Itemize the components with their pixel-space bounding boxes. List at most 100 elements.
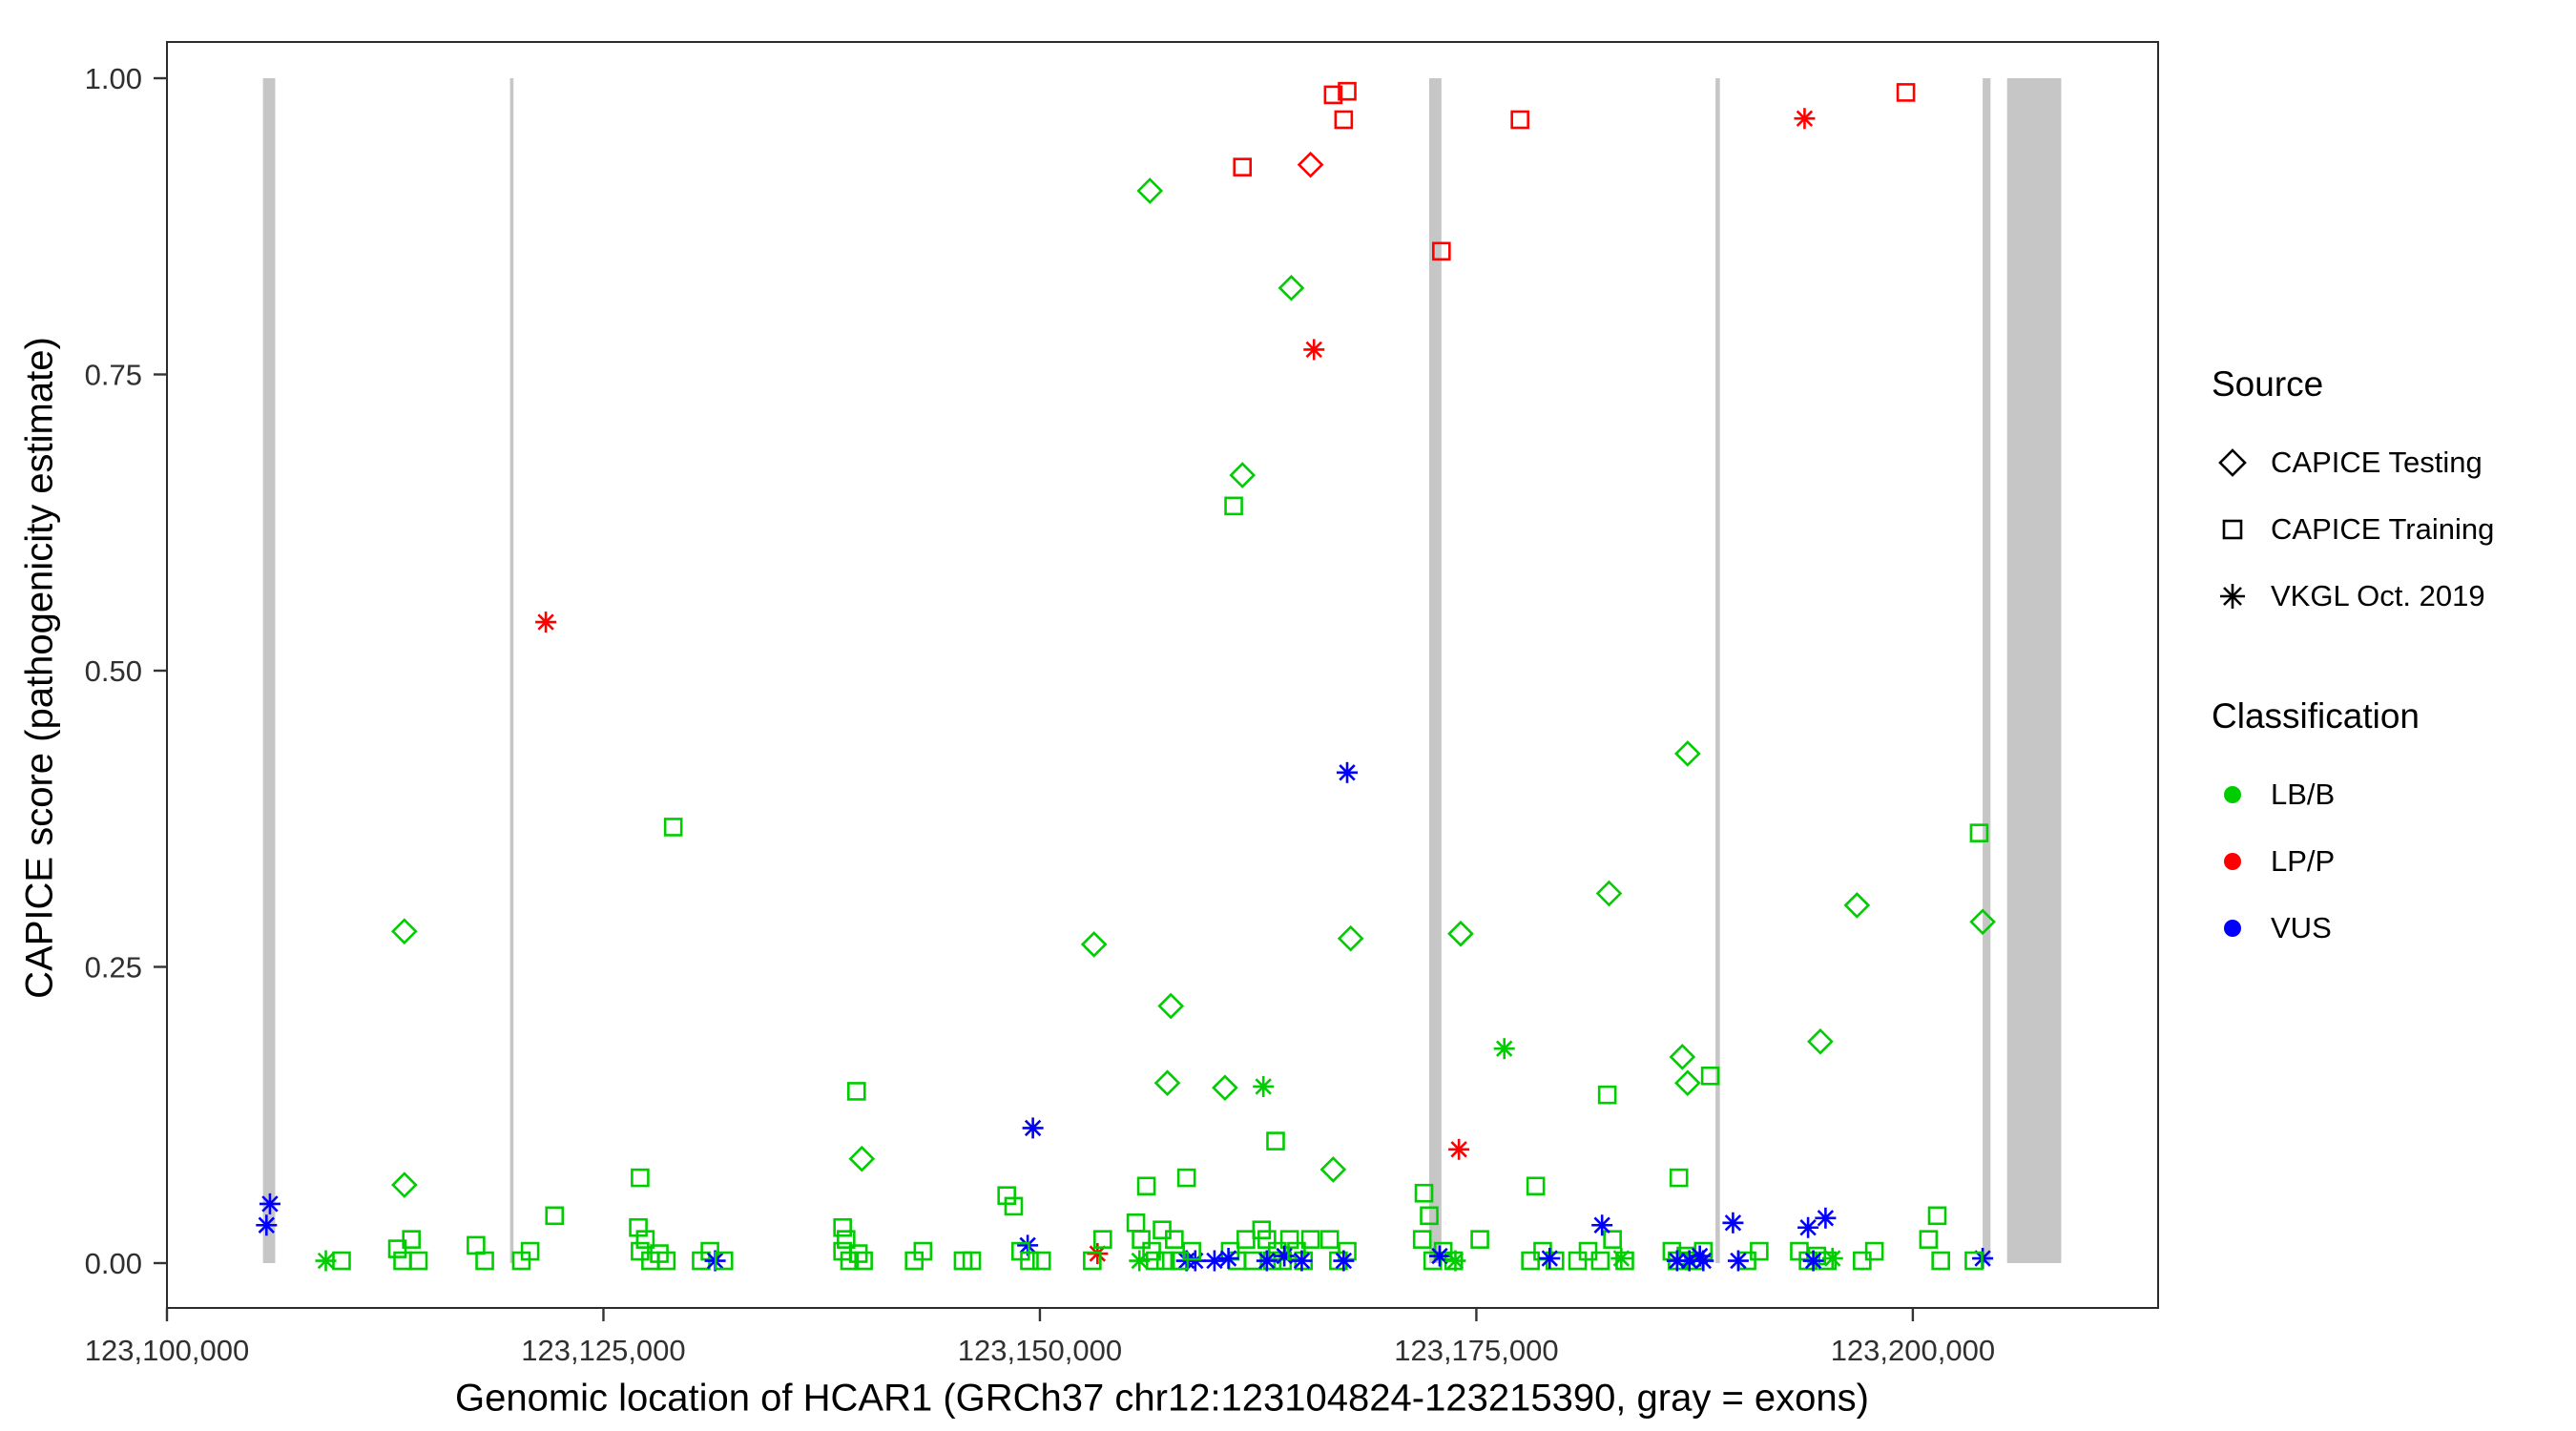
- data-point-square: [545, 1206, 565, 1226]
- data-point-square: [402, 1230, 421, 1249]
- data-point-diamond: [391, 1172, 418, 1198]
- data-point-asterisk: [1428, 1245, 1450, 1267]
- data-point-diamond: [1153, 1069, 1181, 1097]
- data-point-square: [1969, 823, 1989, 842]
- data-point-asterisk: [1727, 1250, 1749, 1272]
- data-point-diamond: [1674, 1069, 1701, 1097]
- data-point-square: [1412, 1230, 1432, 1249]
- exon-bar: [1983, 78, 1991, 1263]
- data-point-square: [1470, 1230, 1489, 1249]
- data-point-asterisk: [1448, 1138, 1470, 1160]
- data-point-asterisk: [1815, 1207, 1837, 1229]
- data-point-square: [1420, 1206, 1439, 1226]
- data-point-square: [1233, 157, 1253, 176]
- legend-item-lpp: LP/P: [2212, 828, 2494, 895]
- data-point-asterisk: [259, 1192, 280, 1214]
- data-point-diamond: [391, 918, 418, 945]
- exon-bar: [509, 78, 514, 1263]
- data-point-square: [1510, 110, 1529, 130]
- data-point-square: [1597, 1085, 1617, 1105]
- data-point-square: [913, 1241, 933, 1261]
- data-point-asterisk: [1493, 1038, 1515, 1060]
- data-point-asterisk: [1794, 108, 1816, 130]
- data-point-asterisk: [1610, 1248, 1632, 1270]
- legend-label: LB/B: [2271, 778, 2336, 811]
- data-point-square: [1136, 1176, 1156, 1196]
- data-point-diamond: [1843, 892, 1871, 919]
- x-tick-label: 123,200,000: [1831, 1334, 1995, 1367]
- data-point-square: [656, 1251, 676, 1271]
- x-tick-label: 123,175,000: [1394, 1334, 1558, 1367]
- data-point-diamond: [1229, 462, 1257, 488]
- data-point-square: [847, 1082, 866, 1101]
- data-point-square: [1615, 1251, 1634, 1271]
- data-point-square: [837, 1230, 856, 1249]
- data-point-square: [1568, 1251, 1588, 1271]
- exon-bar: [262, 78, 276, 1263]
- data-point-square: [1083, 1251, 1102, 1271]
- data-point-square: [1093, 1230, 1112, 1249]
- data-point-square: [1236, 1230, 1256, 1249]
- data-point-asterisk: [1291, 1250, 1313, 1272]
- data-point-diamond: [1212, 1074, 1238, 1102]
- y-tick-label: 0.25: [85, 951, 142, 985]
- data-point-square: [1142, 1241, 1161, 1261]
- data-point-square: [1182, 1241, 1201, 1261]
- data-point-asterisk: [1256, 1250, 1278, 1272]
- data-point-diamond: [1297, 151, 1324, 178]
- data-point-asterisk: [1203, 1250, 1225, 1272]
- data-point-square: [962, 1251, 982, 1271]
- legend-classification-title: Classification: [2212, 696, 2420, 736]
- data-point-diamond: [848, 1145, 876, 1172]
- data-point-square: [1931, 1251, 1950, 1271]
- data-point-square: [1165, 1230, 1184, 1249]
- legend-item-lbb: LB/B: [2212, 761, 2494, 828]
- data-point-square: [387, 1239, 407, 1258]
- data-point-square: [1662, 1241, 1682, 1261]
- data-point-square: [520, 1241, 540, 1261]
- data-point-asterisk: [1253, 1075, 1275, 1097]
- data-point-square: [1020, 1251, 1039, 1271]
- data-point-square: [714, 1251, 734, 1271]
- data-point-square: [1700, 1066, 1720, 1086]
- data-point-square: [663, 818, 683, 837]
- data-point-square: [1896, 83, 1916, 102]
- legend-label: VKGL Oct. 2019: [2271, 579, 2485, 612]
- legend-label: CAPICE Training: [2271, 512, 2495, 546]
- panel-border: [166, 41, 2159, 1309]
- data-point-square: [467, 1235, 486, 1255]
- data-point-square: [1750, 1241, 1769, 1261]
- legend-label: LP/P: [2271, 844, 2336, 878]
- data-point-asterisk: [1303, 339, 1325, 361]
- data-point-diamond: [1674, 740, 1701, 767]
- x-tick-label: 123,100,000: [85, 1334, 249, 1367]
- data-point-square: [1153, 1220, 1172, 1240]
- y-tick-label: 0.50: [85, 654, 142, 688]
- data-point-square: [1004, 1196, 1024, 1216]
- data-point-square: [475, 1251, 494, 1271]
- data-point-square: [1338, 81, 1357, 101]
- data-point-asterisk: [256, 1214, 278, 1236]
- data-point-square: [1521, 1251, 1540, 1271]
- data-point-square: [332, 1251, 351, 1271]
- data-point-square: [1224, 496, 1243, 516]
- data-point-asterisk: [1022, 1117, 1044, 1139]
- data-point-asterisk: [1821, 1248, 1843, 1270]
- asterisk-icon: [2220, 584, 2245, 609]
- legend-label: VUS: [2271, 911, 2332, 944]
- legend-item-capice-training: CAPICE Training: [2212, 496, 2494, 563]
- data-point-square: [833, 1217, 852, 1237]
- data-point-diamond: [1278, 274, 1305, 301]
- data-point-square: [1155, 1251, 1175, 1271]
- data-point-diamond: [1319, 1156, 1347, 1183]
- data-point-asterisk: [1274, 1245, 1296, 1267]
- data-point-square: [1170, 1251, 1190, 1271]
- data-point-diamond: [1136, 177, 1164, 204]
- data-point-diamond: [1157, 992, 1185, 1020]
- data-point-asterisk: [1333, 1250, 1355, 1272]
- data-point-square: [1252, 1220, 1272, 1240]
- x-axis-title: Genomic location of HCAR1 (GRCh37 chr12:…: [455, 1377, 1869, 1420]
- y-tick-label: 0.00: [85, 1247, 142, 1280]
- data-point-square: [1432, 241, 1451, 261]
